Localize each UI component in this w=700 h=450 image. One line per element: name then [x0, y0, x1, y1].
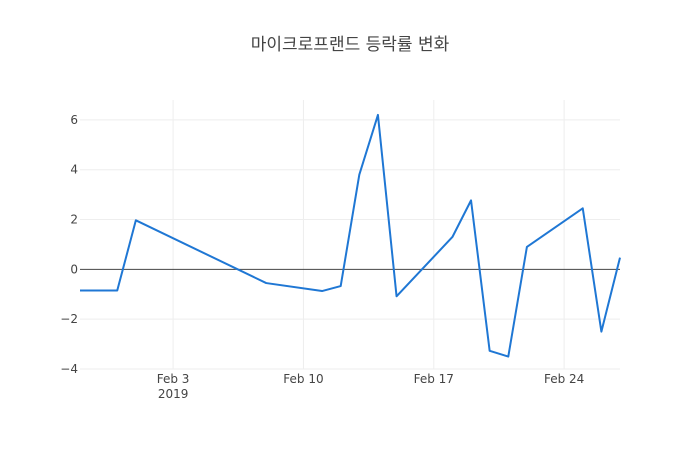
x-tick-label: Feb 24 — [544, 372, 584, 386]
y-tick-label: 2 — [70, 213, 78, 227]
grid — [80, 100, 620, 370]
y-tick-label: −4 — [60, 362, 78, 376]
y-tick-label: 0 — [70, 262, 78, 276]
series — [80, 113, 621, 358]
x-tick-label: Feb 3 — [157, 372, 190, 386]
chart-title: 마이크로프랜드 등락률 변화 — [251, 35, 450, 55]
series-line — [80, 113, 621, 358]
x-tick-sublabel: 2019 — [158, 387, 189, 401]
y-tick-label: 4 — [70, 163, 78, 177]
y-tick-label: 6 — [70, 113, 78, 127]
x-tick-label: Feb 17 — [414, 372, 454, 386]
x-tick-label: Feb 10 — [283, 372, 323, 386]
y-tick-label: −2 — [60, 312, 78, 326]
